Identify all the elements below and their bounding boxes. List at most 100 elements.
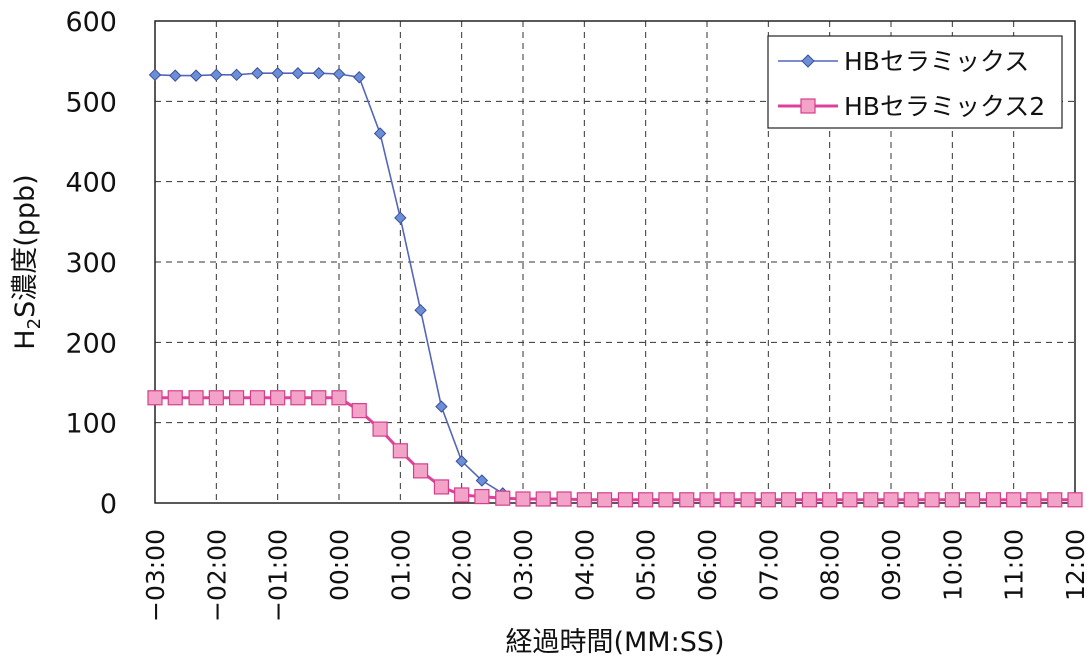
data-point-series-2	[311, 390, 327, 406]
data-point-series-1	[414, 303, 427, 317]
data-point-series-2	[167, 390, 183, 406]
data-point-series-2	[842, 492, 858, 508]
y-tick-label: 500	[65, 87, 117, 118]
x-tick-label: 12:00	[1061, 529, 1087, 601]
data-point-series-1	[271, 67, 284, 80]
data-point-series-2	[679, 492, 695, 508]
data-point-series-2	[924, 492, 940, 508]
data-point-series-2	[556, 491, 572, 507]
data-point-series-1	[148, 68, 162, 82]
y-tick-label: 600	[65, 7, 117, 38]
data-point-series-2	[1006, 492, 1022, 508]
series-line-2	[155, 396, 1075, 502]
data-point-series-2	[1026, 492, 1042, 508]
data-point-series-1	[455, 455, 468, 468]
data-point-series-2	[454, 487, 470, 503]
data-point-series-2	[883, 492, 899, 508]
data-point-series-2	[147, 390, 163, 406]
data-point-series-2	[638, 492, 654, 508]
legend-box	[767, 35, 1063, 129]
data-point-series-2	[270, 390, 286, 406]
x-tick-label: 01:00	[386, 529, 415, 601]
x-tick-label: 09:00	[877, 529, 906, 601]
data-point-series-2	[740, 492, 756, 508]
data-point-series-1	[435, 400, 448, 413]
y-axis-ticks: 0 100 200 300 400 500 600	[65, 7, 117, 520]
data-point-series-1	[251, 67, 264, 80]
y-axis-label-pre: H	[10, 329, 41, 349]
data-point-series-2	[433, 479, 450, 495]
plot-area-frame	[154, 20, 1076, 504]
data-point-series-1	[475, 474, 489, 487]
y-tick-label: 300	[65, 248, 117, 279]
data-point-series-1	[373, 127, 387, 140]
data-point-series-2	[351, 403, 367, 419]
data-point-series-1	[332, 67, 346, 81]
data-point-series-2	[576, 492, 592, 508]
data-point-series-1	[189, 69, 203, 82]
data-point-series-1	[210, 68, 223, 82]
data-point-series-2	[412, 463, 429, 479]
y-tick-label: 100	[65, 409, 117, 440]
x-tick-label: 00:00	[325, 529, 354, 601]
y-axis-label: H2S濃度(ppb)	[10, 174, 45, 349]
x-tick-label: 11:00	[1000, 529, 1029, 601]
data-point-series-1	[353, 71, 366, 84]
data-point-series-1	[394, 211, 407, 225]
data-point-series-2	[780, 492, 797, 508]
data-point-series-2	[801, 492, 818, 508]
x-axis-ticks: −03:00 −02:00 −01:00 00:00 01:00 02:00 03:00 04…	[141, 529, 1087, 622]
data-point-series-2	[822, 492, 838, 508]
data-point-series-2	[535, 491, 551, 507]
data-point-series-2	[719, 492, 735, 508]
data-point-series-2	[964, 492, 981, 508]
data-point-series-2	[515, 491, 531, 507]
x-axis-label: 経過時間(MM:SS)	[505, 627, 724, 658]
y-tick-label: 0	[100, 489, 117, 520]
data-point-series-1	[291, 67, 305, 80]
data-point-series-2	[228, 390, 245, 406]
legend-label-series-1: HBセラミックス	[844, 47, 1029, 76]
data-point-series-2	[903, 492, 919, 508]
data-point-series-2	[863, 492, 879, 508]
data-point-series-2	[1067, 492, 1083, 508]
data-point-series-1	[169, 69, 182, 82]
data-point-series-2	[474, 488, 490, 505]
y-axis-label-post: S濃度(ppb)	[10, 174, 41, 318]
legend-marker-series-1	[801, 54, 815, 68]
data-point-series-2	[1047, 492, 1063, 508]
x-tick-label: 06:00	[693, 529, 722, 601]
data-point-series-2	[392, 443, 408, 459]
legend: HBセラミックス HBセラミックス2	[767, 35, 1063, 129]
legend-label-series-2: HBセラミックス2	[844, 92, 1045, 121]
x-tick-label: −01:00	[264, 529, 293, 622]
x-tick-label: −03:00	[141, 529, 170, 622]
y-tick-label: 400	[65, 168, 117, 199]
data-point-series-2	[617, 492, 634, 508]
data-point-series-2	[658, 492, 674, 508]
data-point-series-2	[208, 390, 224, 406]
data-point-series-2	[372, 421, 388, 437]
data-point-series-1	[312, 67, 325, 80]
data-point-series-2	[249, 390, 266, 406]
data-point-series-2	[699, 492, 715, 508]
legend-marker-series-2	[800, 98, 816, 114]
x-tick-label: 08:00	[816, 529, 845, 601]
y-axis-label-sub: 2	[24, 318, 45, 329]
x-tick-label: 10:00	[938, 529, 967, 601]
x-tick-label: −02:00	[202, 529, 231, 622]
data-point-series-2	[495, 490, 511, 506]
data-point-series-2	[985, 492, 1002, 508]
data-point-series-2	[290, 390, 306, 406]
data-point-series-2	[331, 390, 347, 406]
data-point-series-2	[944, 492, 960, 508]
data-point-series-1	[230, 68, 243, 82]
x-tick-label: 02:00	[448, 529, 477, 601]
x-tick-label: 04:00	[570, 529, 599, 601]
series-line-1	[154, 72, 504, 495]
data-point-series-2	[188, 390, 204, 406]
series-layer	[147, 67, 1083, 508]
y-tick-label: 200	[65, 328, 117, 359]
x-tick-label: 05:00	[632, 529, 661, 601]
